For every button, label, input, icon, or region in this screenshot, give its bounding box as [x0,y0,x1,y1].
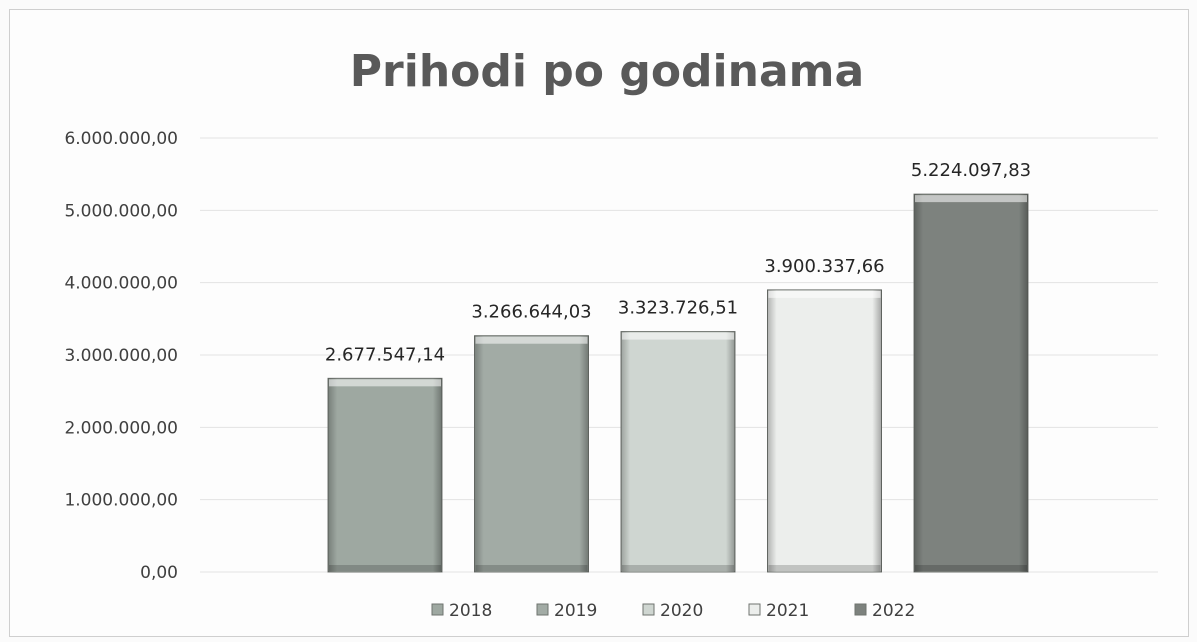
bar-bevel-shading [767,289,882,572]
legend-item-2020: 2020 [642,601,703,621]
legend-item-2021: 2021 [748,601,809,621]
bar-bevel-highlight [915,195,1027,203]
legend-item-2018: 2018 [431,601,492,621]
bar-bevel-bottom [622,565,734,571]
data-label: 3.323.726,51 [618,298,738,319]
bar-2020 [620,331,736,573]
data-label: 3.900.337,66 [764,256,884,277]
bar-2022 [913,193,1029,573]
y-tick-label: 6.000.000,00 [64,129,178,149]
legend-label: 2021 [766,601,809,621]
y-axis-tick-labels: 0,00 1.000.000,00 2.000.000,00 3.000.000,00… [64,129,178,583]
bar-bevel-bottom [915,565,1027,571]
legend-label: 2022 [872,601,915,621]
legend-swatch [642,603,655,616]
bar-bevel-highlight [475,336,588,344]
legend-swatch [854,603,867,616]
legend-swatch [748,603,761,616]
y-tick-label: 3.000.000,00 [64,346,178,366]
data-label: 2.677.547,14 [325,344,445,365]
y-tick-label: 5.000.000,00 [64,201,178,221]
bar-bevel-shading [328,378,442,572]
bar-2021 [767,289,882,573]
legend-swatch [431,603,444,616]
data-labels: 2.677.547,14 3.266.644,03 3.323.726,51 3.90… [325,160,1031,365]
legend-label: 2018 [449,601,492,621]
y-tick-label: 2.000.000,00 [64,418,178,438]
chart-title: Prihodi po godinama [350,46,864,97]
bars [327,193,1029,573]
legend-item-2019: 2019 [536,601,597,621]
legend-label: 2020 [660,601,703,621]
legend-swatch [536,603,549,616]
bar-bevel-shading [914,194,1028,572]
legend-label: 2019 [554,601,597,621]
bar-bevel-highlight [768,290,881,298]
y-tick-label: 1.000.000,00 [64,491,178,511]
legend-item-2022: 2022 [854,601,915,621]
data-label: 3.266.644,03 [471,302,591,323]
bar-bevel-highlight [329,379,441,387]
data-label: 5.224.097,83 [911,160,1031,181]
legend: 2018 2019 2020 2021 2022 [431,601,915,621]
bar-bevel-bottom [768,565,881,571]
bar-bevel-bottom [475,565,588,571]
bar-bevel-bottom [329,565,441,571]
bar-2018 [327,377,443,573]
bar-bevel-highlight [622,332,734,340]
bar-bevel-shading [621,331,735,572]
y-tick-label: 4.000.000,00 [64,274,178,294]
bar-2019 [474,335,589,573]
bar-bevel-shading [474,335,589,572]
y-tick-label: 0,00 [140,563,178,583]
